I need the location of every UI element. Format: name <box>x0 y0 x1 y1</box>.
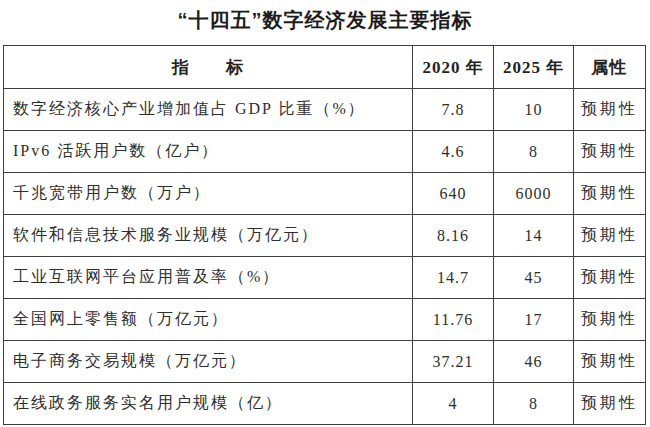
indicator-cell: 在线政务服务实名用户规模（亿） <box>4 383 413 425</box>
value-2025-cell: 6000 <box>494 173 574 215</box>
attribute-cell: 预期性 <box>574 215 646 257</box>
value-2020-cell: 4 <box>413 383 494 425</box>
table-row: 在线政务服务实名用户规模（亿） 4 8 预期性 <box>4 383 646 425</box>
indicator-cell: 千兆宽带用户数（万户） <box>4 173 413 215</box>
indicator-cell: 数字经济核心产业增加值占 GDP 比重（%） <box>4 89 413 131</box>
value-2025-cell: 8 <box>494 131 574 173</box>
value-2020-cell: 14.7 <box>413 257 494 299</box>
page-title: “十四五”数字经济发展主要指标 <box>0 0 650 45</box>
attribute-cell: 预期性 <box>574 257 646 299</box>
table-row: 数字经济核心产业增加值占 GDP 比重（%） 7.8 10 预期性 <box>4 89 646 131</box>
attribute-cell: 预期性 <box>574 131 646 173</box>
attribute-cell: 预期性 <box>574 341 646 383</box>
value-2020-cell: 11.76 <box>413 299 494 341</box>
value-2025-cell: 8 <box>494 383 574 425</box>
indicator-cell: IPv6 活跃用户数（亿户） <box>4 131 413 173</box>
table-header-row: 指 标 2020 年 2025 年 属性 <box>4 46 646 89</box>
indicator-cell: 工业互联网平台应用普及率（%） <box>4 257 413 299</box>
header-2020: 2020 年 <box>413 46 494 89</box>
value-2020-cell: 8.16 <box>413 215 494 257</box>
attribute-cell: 预期性 <box>574 383 646 425</box>
attribute-cell: 预期性 <box>574 173 646 215</box>
table-row: 全国网上零售额（万亿元） 11.76 17 预期性 <box>4 299 646 341</box>
value-2020-cell: 640 <box>413 173 494 215</box>
value-2025-cell: 17 <box>494 299 574 341</box>
header-2025: 2025 年 <box>494 46 574 89</box>
value-2025-cell: 46 <box>494 341 574 383</box>
indicator-cell: 电子商务交易规模（万亿元） <box>4 341 413 383</box>
table-row: IPv6 活跃用户数（亿户） 4.6 8 预期性 <box>4 131 646 173</box>
table-row: 工业互联网平台应用普及率（%） 14.7 45 预期性 <box>4 257 646 299</box>
value-2020-cell: 7.8 <box>413 89 494 131</box>
attribute-cell: 预期性 <box>574 89 646 131</box>
attribute-cell: 预期性 <box>574 299 646 341</box>
header-attribute: 属性 <box>574 46 646 89</box>
table-row: 软件和信息技术服务业规模（万亿元） 8.16 14 预期性 <box>4 215 646 257</box>
indicator-table: 指 标 2020 年 2025 年 属性 数字经济核心产业增加值占 GDP 比重… <box>3 45 646 425</box>
table-row: 电子商务交易规模（万亿元） 37.21 46 预期性 <box>4 341 646 383</box>
table-row: 千兆宽带用户数（万户） 640 6000 预期性 <box>4 173 646 215</box>
value-2025-cell: 10 <box>494 89 574 131</box>
header-indicator: 指 标 <box>4 46 413 89</box>
value-2020-cell: 37.21 <box>413 341 494 383</box>
value-2020-cell: 4.6 <box>413 131 494 173</box>
indicator-cell: 全国网上零售额（万亿元） <box>4 299 413 341</box>
value-2025-cell: 45 <box>494 257 574 299</box>
indicator-cell: 软件和信息技术服务业规模（万亿元） <box>4 215 413 257</box>
value-2025-cell: 14 <box>494 215 574 257</box>
